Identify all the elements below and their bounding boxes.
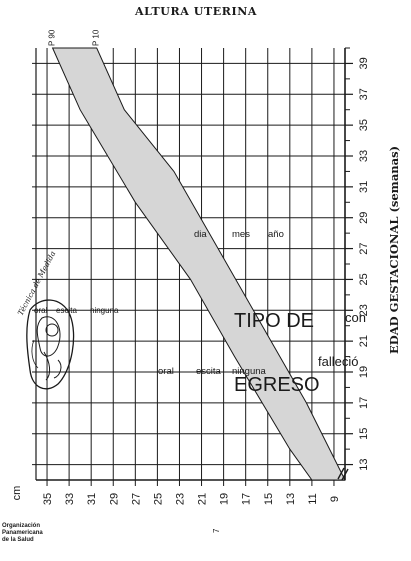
y-tick-label: 13 [358, 458, 370, 470]
y-tick-label: 23 [358, 304, 370, 316]
feeding-option-oral: oral [34, 306, 48, 315]
axis-break-mark [337, 467, 349, 481]
chart-title: ALTURA UTERINA [134, 5, 257, 18]
logo-line-1: Organización [2, 523, 40, 529]
x-tick-label: 13 [285, 493, 297, 505]
discharge-option-oral: oral [158, 366, 174, 377]
side-text: con [345, 310, 366, 325]
feeding-option-escita: escita [56, 306, 77, 315]
field-month: mes [232, 229, 250, 240]
x-tick-label: 17 [241, 493, 253, 505]
series-label-p90: P 90 [48, 29, 57, 46]
x-tick-label: 27 [130, 493, 142, 505]
logo-line-3: de la Salud [2, 537, 34, 543]
y-tick-label: 19 [358, 366, 370, 378]
discharge-option-escita: escita [196, 366, 222, 377]
x-tick-label: 35 [42, 493, 54, 505]
percentile-band [51, 47, 346, 481]
measurement-technique-illustration: Técnica de Medida [16, 250, 75, 390]
deceased-label: falleció [318, 354, 358, 369]
page-number: 7 [212, 528, 221, 533]
x-tick-label: 9 [329, 496, 341, 502]
y-tick-label: 15 [358, 428, 370, 440]
y-tick-label: 17 [358, 397, 370, 409]
x-tick-label: 21 [197, 493, 209, 505]
field-year: año [268, 229, 284, 240]
series-label-p10: P 10 [92, 29, 101, 46]
x-tick-label: 15 [263, 493, 275, 505]
discharge-title-line1: TIPO DE [234, 310, 314, 332]
y-axis-label: EDAD GESTACIONAL (semanas) [387, 146, 401, 354]
y-tick-label: 21 [358, 335, 370, 347]
y-tick-label: 27 [358, 242, 370, 254]
x-tick-label: 11 [307, 493, 319, 504]
x-tick-label: 31 [86, 493, 98, 505]
y-tick-label: 31 [358, 181, 370, 193]
discharge-title-line2: EGRESO [234, 374, 320, 396]
y-tick-labels: 39 37 35 33 31 29 27 25 23 21 19 17 15 13 [358, 57, 370, 470]
ops-logo: Organización Panamericana de la Salud [2, 523, 43, 543]
x-tick-label: 23 [174, 493, 186, 505]
logo-line-2: Panamericana [2, 530, 43, 536]
y-tick-label: 33 [358, 150, 370, 162]
x-tick-label: 33 [64, 493, 76, 505]
y-tick-label: 37 [358, 88, 370, 100]
y-tick-label: 29 [358, 212, 370, 224]
y-tick-label: 25 [358, 273, 370, 285]
x-axis-label: cm [11, 486, 23, 501]
x-tick-label: 19 [219, 493, 231, 505]
feeding-option-ninguna: ninguna [90, 306, 119, 315]
discharge-option-ninguna: ninguna [232, 366, 267, 377]
y-tick-label: 39 [358, 57, 370, 69]
field-day: dia [194, 229, 207, 240]
x-tick-label: 29 [108, 493, 120, 505]
x-tick-label: 25 [152, 493, 164, 505]
x-tick-labels: 35 33 31 29 27 25 23 21 19 17 15 13 11 9 [42, 493, 341, 505]
y-tick-label: 35 [358, 119, 370, 131]
